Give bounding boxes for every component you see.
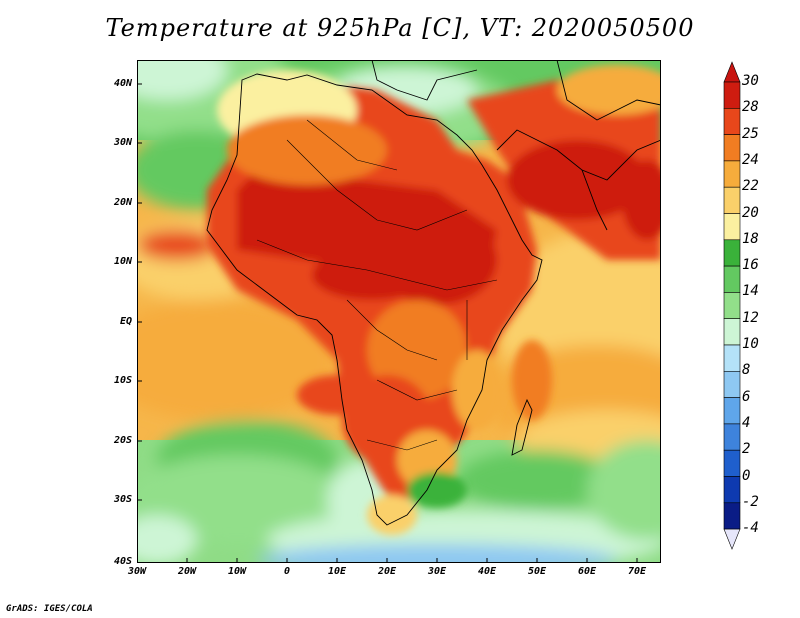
colorbar-label: 8 <box>742 362 751 379</box>
colorbar-label: 14 <box>742 283 759 300</box>
lat-label-eq: EQ <box>119 316 132 327</box>
colorbar-label: 10 <box>742 336 759 352</box>
lon-label-0: 0 <box>283 566 291 577</box>
colorbar-segment <box>723 213 741 241</box>
lon-label-10w: 10W <box>227 566 247 577</box>
colorbar-label: 24 <box>742 151 759 168</box>
colorbar-segment <box>723 449 741 477</box>
lon-label-10e: 10E <box>327 566 347 577</box>
colorbar-segment <box>723 186 741 214</box>
lon-label-20e: 20E <box>377 566 397 577</box>
colorbar-segment <box>723 134 741 162</box>
colorbar-segment <box>723 397 741 425</box>
colorbar-label: 4 <box>742 414 751 431</box>
temperature-map <box>137 60 661 563</box>
colorbar-label: -2 <box>742 493 759 510</box>
colorbar-label: 2 <box>742 441 751 458</box>
lat-label-10n: 10N <box>113 256 132 267</box>
colorbar-label: 18 <box>742 230 759 247</box>
lat-label-30s: 30S <box>113 494 132 505</box>
lon-label-70e: 70E <box>627 566 647 577</box>
colorbar-segment <box>723 292 741 319</box>
colorbar-segment <box>723 265 741 293</box>
colorbar-segment <box>723 160 741 188</box>
lat-label-30n: 30N <box>113 137 132 148</box>
colorbar-label: -4 <box>742 520 759 537</box>
lon-label-30w: 30W <box>127 566 147 577</box>
colorbar-label: 16 <box>742 257 759 274</box>
colorbar-label: 30 <box>742 73 759 89</box>
lon-label-60e: 60E <box>577 566 597 577</box>
colorbar-label: 25 <box>742 125 759 142</box>
colorbar-segment <box>723 502 741 530</box>
lat-label-40s: 40S <box>113 556 132 567</box>
colorbar-segment <box>723 423 741 451</box>
colorbar <box>723 61 741 550</box>
lon-label-20w: 20W <box>177 566 197 577</box>
colorbar-label: 28 <box>742 99 759 116</box>
colorbar-label: 22 <box>742 178 759 195</box>
lon-label-40e: 40E <box>477 566 497 577</box>
colorbar-segment <box>723 476 741 504</box>
lon-label-50e: 50E <box>527 566 547 577</box>
grads-credit: GrADS: IGES/COLA <box>6 604 93 614</box>
lat-label-20s: 20S <box>113 435 132 446</box>
colorbar-label: 6 <box>742 388 751 405</box>
colorbar-segment <box>723 318 741 346</box>
colorbar-bottom-arrow <box>723 528 741 550</box>
lat-label-40n: 40N <box>113 78 132 89</box>
colorbar-segment <box>723 370 741 398</box>
colorbar-segment <box>723 344 741 372</box>
lat-label-10s: 10S <box>113 375 132 386</box>
lon-label-30e: 30E <box>427 566 447 577</box>
lat-label-20n: 20N <box>113 197 132 208</box>
colorbar-segment <box>723 239 741 267</box>
colorbar-label: 20 <box>742 204 759 221</box>
colorbar-segment <box>723 107 741 135</box>
colorbar-segment <box>723 81 741 109</box>
map-title: Temperature at 925hPa [C], VT: 202005050… <box>105 14 695 42</box>
colorbar-top-arrow <box>723 61 741 83</box>
colorbar-label: 0 <box>742 467 751 484</box>
colorbar-label: 12 <box>742 309 759 326</box>
